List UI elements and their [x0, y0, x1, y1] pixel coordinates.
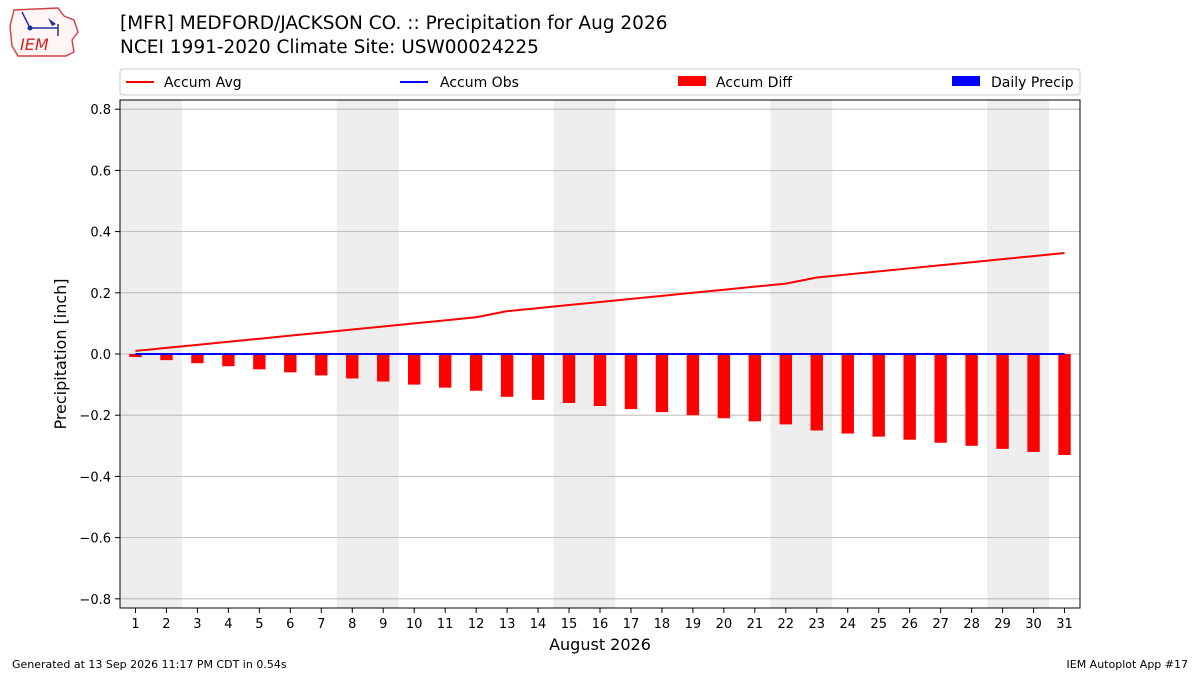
- x-tick-label: 25: [870, 617, 887, 632]
- x-tick-label: 29: [994, 617, 1011, 632]
- accum-diff-bar: [222, 354, 235, 367]
- x-tick-label: 26: [901, 617, 918, 632]
- chart-subtitle: NCEI 1991-2020 Climate Site: USW00024225: [120, 37, 539, 58]
- x-axis-label: August 2026: [549, 635, 651, 654]
- x-tick-label: 2: [162, 617, 170, 632]
- generated-timestamp: Generated at 13 Sep 2026 11:17 PM CDT in…: [12, 658, 287, 671]
- legend-item-accum-avg: Accum Avg: [126, 75, 242, 91]
- accum-diff-bar: [284, 354, 297, 373]
- accum-diff-bar: [531, 354, 545, 400]
- x-axis: 1 2 3 4 5 6 7 8 9 10 11 12 13 14 15 16 17 18 19 20 21 22 23 24 2…: [131, 608, 1073, 632]
- accum-diff-bar: [191, 354, 204, 364]
- x-tick-label: 4: [224, 617, 232, 632]
- accum-diff-bar: [779, 354, 792, 425]
- accum-diff-bar: [748, 354, 762, 422]
- iem-logo: IEM: [9, 7, 79, 57]
- x-tick-label: 28: [963, 617, 980, 632]
- legend-label: Accum Diff: [716, 75, 792, 91]
- accum-diff-bar: [934, 354, 947, 443]
- legend-item-daily-precip: Daily Precip: [952, 75, 1074, 91]
- accum-diff-bar: [469, 354, 483, 391]
- x-tick-label: 24: [839, 617, 856, 632]
- legend-item-accum-diff: Accum Diff: [678, 75, 792, 91]
- series-lines: [135, 252, 1065, 355]
- y-axis: −0.8 −0.6 −0.4 −0.2 0.0 0.2 0.4 0.6 0.8: [79, 103, 120, 608]
- accum-diff-bar: [129, 354, 142, 358]
- accum-diff-bar: [253, 354, 266, 370]
- x-tick-label: 23: [809, 617, 826, 632]
- accum-diff-bar: [1027, 354, 1040, 452]
- x-tick-label: 17: [623, 617, 640, 632]
- y-axis-label: Precipitation [inch]: [51, 278, 70, 429]
- x-tick-label: 9: [379, 617, 387, 632]
- legend-label: Accum Obs: [440, 75, 519, 91]
- accum-diff-bar: [377, 354, 390, 382]
- x-tick-label: 7: [317, 617, 325, 632]
- accum-diff-bar: [346, 354, 359, 379]
- legend-box: [119, 68, 1081, 96]
- y-tick-label: −0.4: [79, 470, 111, 485]
- accum-diff-bar: [717, 354, 731, 419]
- x-tick-label: 31: [1056, 617, 1073, 632]
- accum-diff-bar: [655, 354, 669, 413]
- y-tick-label: 0.2: [90, 287, 111, 302]
- legend-swatch: [678, 76, 706, 86]
- accum-diff-bars: [129, 354, 1071, 455]
- y-tick-label: −0.8: [79, 593, 111, 608]
- accum-diff-bar: [1058, 354, 1071, 455]
- accum-diff-bar: [160, 354, 173, 361]
- accum-diff-bar: [315, 354, 328, 376]
- y-tick-label: −0.2: [79, 409, 111, 424]
- accum-diff-bar: [965, 354, 978, 446]
- y-tick-label: 0.0: [90, 348, 111, 363]
- accum-diff-bar: [562, 354, 576, 403]
- x-tick-label: 19: [685, 617, 702, 632]
- x-tick-label: 18: [654, 617, 671, 632]
- y-tick-label: −0.6: [79, 532, 111, 547]
- x-tick-label: 12: [468, 617, 485, 632]
- x-tick-label: 11: [437, 617, 454, 632]
- accum-avg-line: [135, 252, 1065, 352]
- accum-diff-bar: [810, 354, 823, 431]
- y-tick-label: 0.8: [90, 103, 111, 118]
- x-tick-label: 10: [406, 617, 423, 632]
- x-tick-label: 15: [561, 617, 578, 632]
- svg-text:IEM: IEM: [20, 35, 49, 54]
- x-tick-label: 5: [255, 617, 263, 632]
- legend-label: Daily Precip: [991, 75, 1074, 91]
- accum-diff-bar: [996, 354, 1009, 449]
- x-tick-label: 16: [592, 617, 609, 632]
- x-tick-label: 22: [778, 617, 795, 632]
- legend-label: Accum Avg: [164, 75, 242, 91]
- x-tick-label: 6: [286, 617, 294, 632]
- accum-diff-bar: [872, 354, 885, 437]
- legend-item-accum-obs: Accum Obs: [400, 75, 519, 91]
- legend-swatch: [952, 76, 980, 86]
- accum-diff-bar: [841, 354, 854, 434]
- app-credit: IEM Autoplot App #17: [1066, 658, 1189, 671]
- legend: Accum Avg Accum Obs Accum Diff Daily Precip: [119, 68, 1081, 96]
- x-tick-label: 21: [747, 617, 764, 632]
- y-tick-label: 0.4: [90, 226, 111, 241]
- x-tick-label: 3: [193, 617, 201, 632]
- accum-diff-bar: [408, 354, 421, 385]
- x-tick-label: 1: [131, 617, 139, 632]
- x-tick-label: 30: [1025, 617, 1042, 632]
- x-tick-label: 14: [530, 617, 547, 632]
- chart-title: [MFR] MEDFORD/JACKSON CO. :: Precipitati…: [120, 13, 668, 34]
- accum-diff-bar: [593, 354, 607, 407]
- x-tick-label: 8: [348, 617, 356, 632]
- y-tick-label: 0.6: [90, 164, 111, 179]
- x-tick-label: 13: [499, 617, 516, 632]
- accum-diff-bar: [438, 354, 452, 388]
- accum-diff-bar: [500, 354, 514, 397]
- x-tick-label: 27: [932, 617, 949, 632]
- accum-diff-bar: [903, 354, 916, 440]
- accum-diff-bar: [686, 354, 700, 416]
- x-tick-label: 20: [716, 617, 733, 632]
- accum-diff-bar: [624, 354, 638, 410]
